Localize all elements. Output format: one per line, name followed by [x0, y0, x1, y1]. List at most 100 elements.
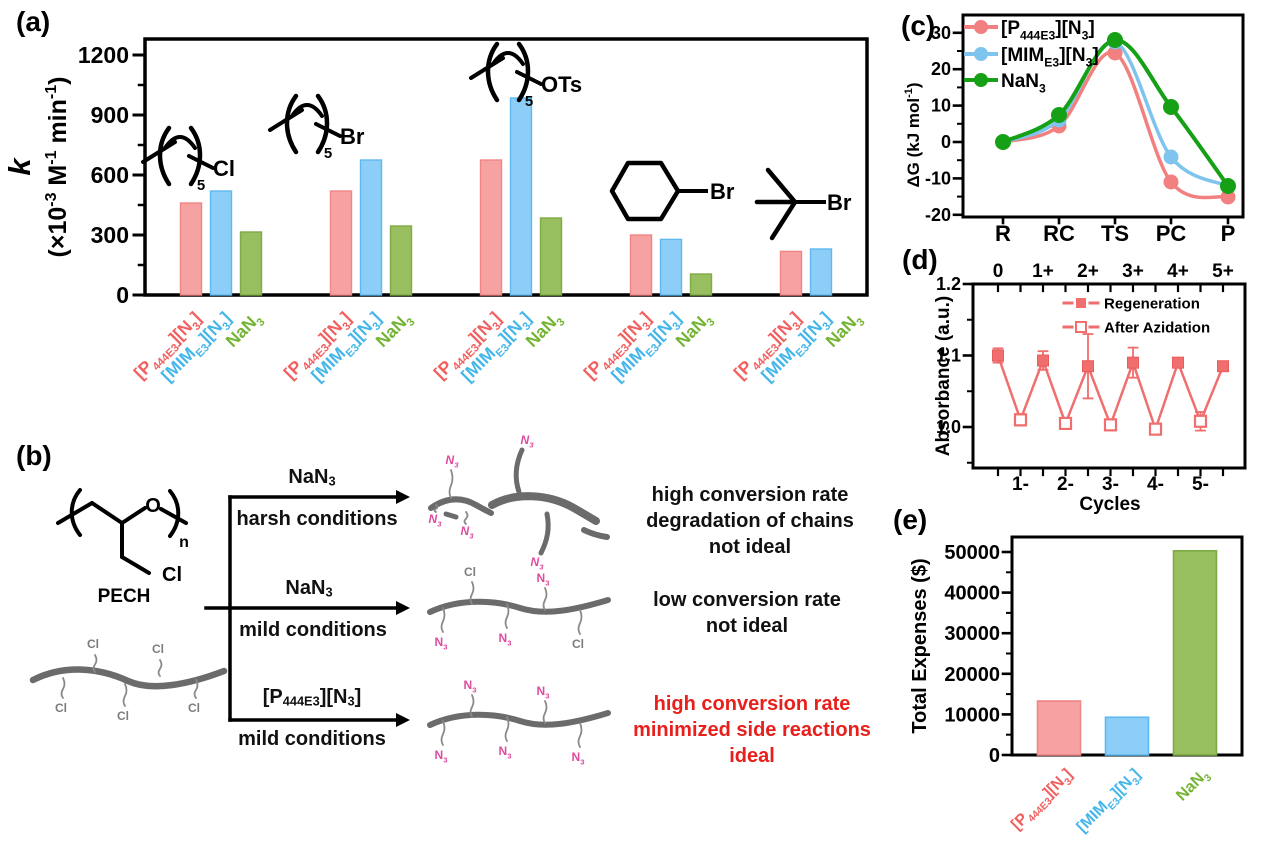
- substrate-label: Br: [710, 179, 735, 204]
- path: [488, 492, 600, 525]
- data-point: [995, 134, 1011, 150]
- legend-label: [P444E3][N3]: [1001, 18, 1095, 42]
- x-tick-label: TS: [1101, 221, 1129, 246]
- outcome-line: not ideal: [705, 615, 789, 637]
- bottom-axis-label: 3-: [1102, 474, 1119, 495]
- pendant-bond: [504, 603, 510, 629]
- arrow-head: [396, 601, 410, 615]
- substrate-label: Br: [340, 124, 365, 149]
- bar: [1036, 700, 1082, 756]
- pendant-bond: [60, 677, 66, 699]
- panel-d-label: (d): [902, 244, 938, 275]
- path: [515, 70, 543, 86]
- y-tick-label: 600: [91, 162, 129, 188]
- path: [56, 501, 94, 525]
- y-tick-label: 30: [931, 23, 951, 43]
- panel-b-label: (b): [16, 440, 52, 471]
- data-point: [1163, 99, 1179, 115]
- polymer-name: PECH: [98, 586, 151, 607]
- path: [290, 103, 324, 118]
- path: [491, 51, 525, 66]
- arrow-head: [396, 713, 410, 727]
- bar: [389, 225, 413, 296]
- top-axis-label: 5+: [1212, 261, 1234, 282]
- marker-open-square: [1148, 422, 1163, 436]
- repeat-subscript: n: [179, 534, 189, 551]
- path: [485, 41, 500, 103]
- repeat-count: 5: [324, 145, 332, 162]
- route-3-condition: mild conditions: [238, 728, 386, 750]
- bar: [479, 159, 503, 296]
- y-tick-label: 10000: [944, 704, 1000, 726]
- substrate-icon-hexyl-br: 5 Br: [268, 93, 365, 162]
- x-axis-title: Cycles: [1079, 494, 1140, 515]
- legend-label: Regeneration: [1104, 296, 1200, 313]
- data-point: [1220, 178, 1236, 194]
- chlorine-pendant: Cl: [152, 642, 164, 656]
- marker-open-square: [1193, 414, 1208, 428]
- chlorine-pendant: Cl: [55, 701, 67, 715]
- outcome-line: high conversion rate: [651, 484, 849, 506]
- data-point: [1163, 149, 1179, 165]
- product-degraded-chains: N3 N3 N3 N3 N3: [428, 433, 610, 571]
- panel-e-expenses-bar-chart: 0 10000 20000 30000 40000 50000 Total Expenses…: [909, 535, 1244, 839]
- legend-label: NaN3: [1001, 71, 1046, 95]
- polymer-chain: [427, 597, 611, 615]
- azide-pendant: N3: [435, 748, 448, 764]
- azide-pendant: N3: [435, 635, 448, 651]
- y-tick-label: 300: [91, 222, 129, 248]
- y-tick-label: 900: [91, 102, 129, 128]
- path: [90, 501, 124, 525]
- x-category-label: NaN3: [372, 308, 418, 354]
- marker-filled-square: [1217, 360, 1229, 373]
- x-tick-label: R: [995, 221, 1011, 246]
- pendant-bond: [433, 504, 439, 513]
- bar: [779, 250, 803, 296]
- plot-frame-c: [961, 13, 1245, 219]
- outcome-line: degradation of chains: [646, 510, 854, 532]
- repeat-count: 5: [525, 93, 533, 110]
- outcome-line: high conversion rate: [653, 693, 851, 715]
- polymer-chain: [29, 666, 228, 690]
- path: [187, 154, 215, 170]
- outcome-2-text: low conversion rate not ideal: [597, 587, 897, 639]
- y-tick-label: 1.2: [936, 274, 961, 294]
- path: [516, 41, 531, 103]
- bar: [329, 190, 353, 296]
- chlorine-pendant: Cl: [188, 701, 200, 715]
- marker-open-square: [1013, 413, 1028, 427]
- pendant-bond: [542, 587, 548, 611]
- route-3-reagent: [P444E3][N3]: [262, 686, 362, 709]
- top-axis-label: 0: [993, 261, 1004, 282]
- bottom-axis-label: 2-: [1057, 474, 1074, 495]
- bar: [1172, 549, 1218, 756]
- azide-pendant: N3: [537, 571, 550, 587]
- path: [315, 93, 330, 155]
- product-partial-azide-chain: Cl N3 N3 N3 Cl: [427, 565, 611, 651]
- bar: [809, 248, 833, 296]
- pendant-bond: [577, 609, 583, 635]
- route-2-condition: mild conditions: [239, 619, 387, 641]
- route-1-reagent: NaN3: [288, 466, 336, 489]
- arrow-head: [396, 490, 410, 504]
- pech-structure: On Cl: [56, 488, 189, 586]
- azide-pendant: N3: [572, 750, 585, 766]
- y-axis-title-units: (×10-3 M-1 min-1): [43, 77, 72, 258]
- legend-marker: [974, 20, 988, 34]
- substrate-label: OTs: [541, 72, 582, 97]
- y-tick-label: 0: [941, 132, 951, 152]
- bar: [239, 231, 263, 296]
- x-tick-label: P: [1221, 221, 1236, 246]
- pendant-bond: [440, 607, 446, 633]
- x-category-label: NaN3: [522, 308, 568, 354]
- outcome-line: minimized side reactions: [633, 719, 871, 741]
- legend-label: [MIME3][N3]: [1001, 45, 1099, 69]
- pendant-bond: [122, 683, 128, 707]
- y-tick-label: 40000: [944, 583, 1000, 605]
- y-tick-label: 1200: [78, 42, 129, 68]
- path: [168, 489, 181, 538]
- x-category-label: [MIME3][N3]: [1074, 766, 1147, 839]
- outcome-3-text: high conversion rate minimized side react…: [602, 691, 902, 769]
- data-point: [1107, 32, 1123, 48]
